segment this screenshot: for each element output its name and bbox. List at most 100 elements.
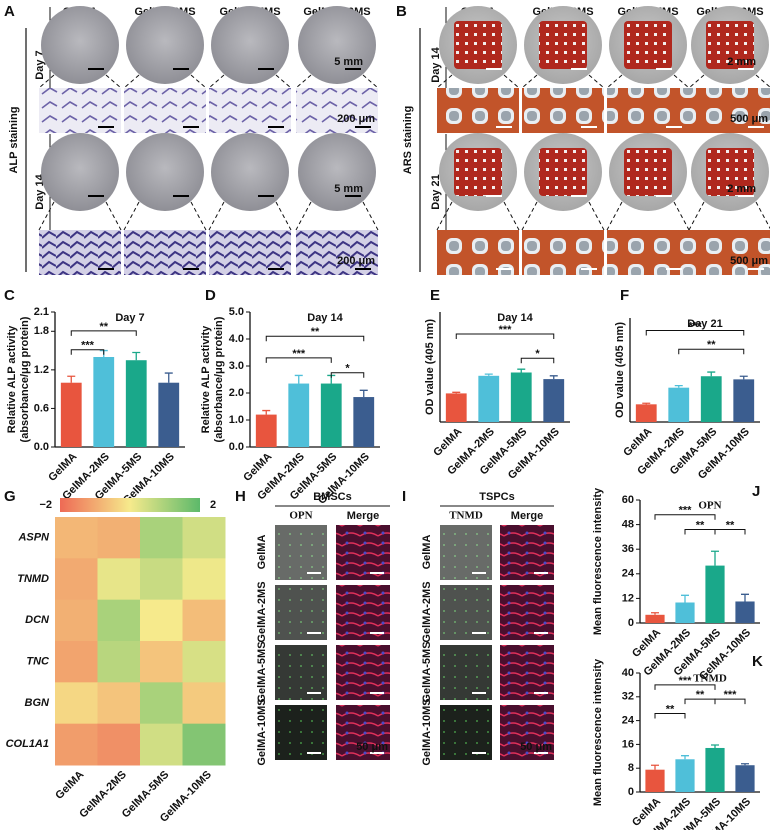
y-tick-label: 24 xyxy=(622,715,635,727)
significance-label: ** xyxy=(311,326,320,338)
significance-label: *** xyxy=(724,689,738,701)
group-header: TSPCs xyxy=(479,491,514,503)
significance-bracket xyxy=(265,357,332,363)
y-tick-label: 24 xyxy=(622,568,635,580)
chart-title: Day 14 xyxy=(497,312,533,324)
bar xyxy=(93,357,115,447)
zoom-line xyxy=(208,201,292,231)
bar xyxy=(510,372,532,422)
significance-bracket xyxy=(70,330,137,336)
zoom-line xyxy=(123,201,207,231)
y-tick-label: 2.0 xyxy=(229,387,244,399)
chart-title: TNMD xyxy=(693,673,727,685)
zoom-line xyxy=(38,74,122,89)
row-label: BGN xyxy=(25,697,51,709)
column-header: Merge xyxy=(347,510,379,522)
bar xyxy=(288,383,310,447)
dish-image xyxy=(41,133,119,211)
y-tick-label: 0.6 xyxy=(34,402,49,414)
y-tick-label: 0.0 xyxy=(229,441,244,453)
scale-label: 200 μm xyxy=(337,113,375,125)
significance-label: * xyxy=(345,363,350,375)
panel-letter: F xyxy=(620,287,629,304)
chart-title: Day 21 xyxy=(687,318,722,330)
significance-bracket xyxy=(654,514,716,520)
significance-label: *** xyxy=(499,324,513,336)
row-label: GelMA-10MS xyxy=(256,698,268,765)
panel-letter: I xyxy=(402,488,406,505)
stain-image xyxy=(440,705,492,760)
y-tick-label: 60 xyxy=(622,494,634,506)
scaffold xyxy=(454,21,502,69)
heatmap-cell xyxy=(182,599,226,642)
scale-label: 500 μm xyxy=(730,113,768,125)
error-bar xyxy=(711,744,719,748)
heatmap-cell xyxy=(55,599,98,642)
significance-label: *** xyxy=(689,320,703,332)
zoom-line xyxy=(295,74,379,89)
heatmap-cell xyxy=(97,558,141,601)
bar xyxy=(735,765,755,792)
significance-bracket xyxy=(678,348,745,355)
zoom-line xyxy=(521,74,605,89)
y-tick-label: 2.1 xyxy=(34,306,49,318)
heatmap-cell xyxy=(182,723,226,766)
scale-label: 50 μm xyxy=(520,741,552,753)
zoom-line xyxy=(123,74,207,89)
stain-image xyxy=(440,645,492,700)
bar xyxy=(445,393,467,422)
error-bar xyxy=(681,594,689,603)
bar xyxy=(353,397,375,447)
significance-bracket xyxy=(265,335,365,342)
y-tick-label: 40 xyxy=(622,667,634,679)
heatmap-cell xyxy=(182,641,226,683)
bar xyxy=(60,382,82,447)
significance-bracket xyxy=(70,349,105,355)
micro-image xyxy=(689,88,770,133)
significance-label: *** xyxy=(679,505,693,517)
error-bar xyxy=(651,764,659,770)
bar xyxy=(733,379,755,422)
significance-label: ** xyxy=(707,339,716,351)
merge-image xyxy=(500,645,554,700)
row-label: GelMA xyxy=(256,535,268,570)
bar xyxy=(125,360,147,447)
day-label: Day 7 xyxy=(34,50,46,79)
scale-label: 2 mm xyxy=(727,183,756,195)
y-tick-label: 0 xyxy=(628,786,634,798)
heatmap-cell xyxy=(97,641,141,683)
row-label: ASPN xyxy=(17,532,50,544)
zoom-line xyxy=(688,201,770,231)
heatmap-cell xyxy=(55,517,98,559)
significance-bracket xyxy=(714,529,746,535)
micro-image xyxy=(522,88,604,133)
micro-image xyxy=(124,88,206,133)
significance-bracket xyxy=(455,333,555,339)
panel-letter: J xyxy=(752,483,760,500)
heatmap-cell xyxy=(140,558,183,601)
panel-letter: C xyxy=(4,287,15,304)
error-bar xyxy=(484,373,493,376)
dish-image xyxy=(298,133,376,211)
error-bar xyxy=(707,371,716,377)
y-tick-label: 1.8 xyxy=(34,325,49,337)
staining-label: ARS staining xyxy=(402,106,414,174)
micro-image xyxy=(607,230,689,275)
heatmap-cell xyxy=(182,682,226,725)
scaffold xyxy=(624,148,672,196)
heatmap-cell xyxy=(140,682,183,725)
dish-image xyxy=(298,6,376,84)
stain-image xyxy=(440,525,492,580)
y-tick-label: 32 xyxy=(622,691,634,703)
dish-image xyxy=(126,6,204,84)
error-bar xyxy=(549,375,558,380)
y-axis-label: Mean fluorescence intensity xyxy=(592,487,604,635)
chart-title: OPN xyxy=(698,500,721,512)
error-bar xyxy=(132,351,141,361)
y-tick-label: 12 xyxy=(622,592,634,604)
row-label: TNMD xyxy=(17,573,49,585)
panel-letter: G xyxy=(4,488,16,505)
heatmap-cell xyxy=(97,723,141,766)
error-bar xyxy=(741,593,749,602)
significance-bracket xyxy=(645,329,745,336)
